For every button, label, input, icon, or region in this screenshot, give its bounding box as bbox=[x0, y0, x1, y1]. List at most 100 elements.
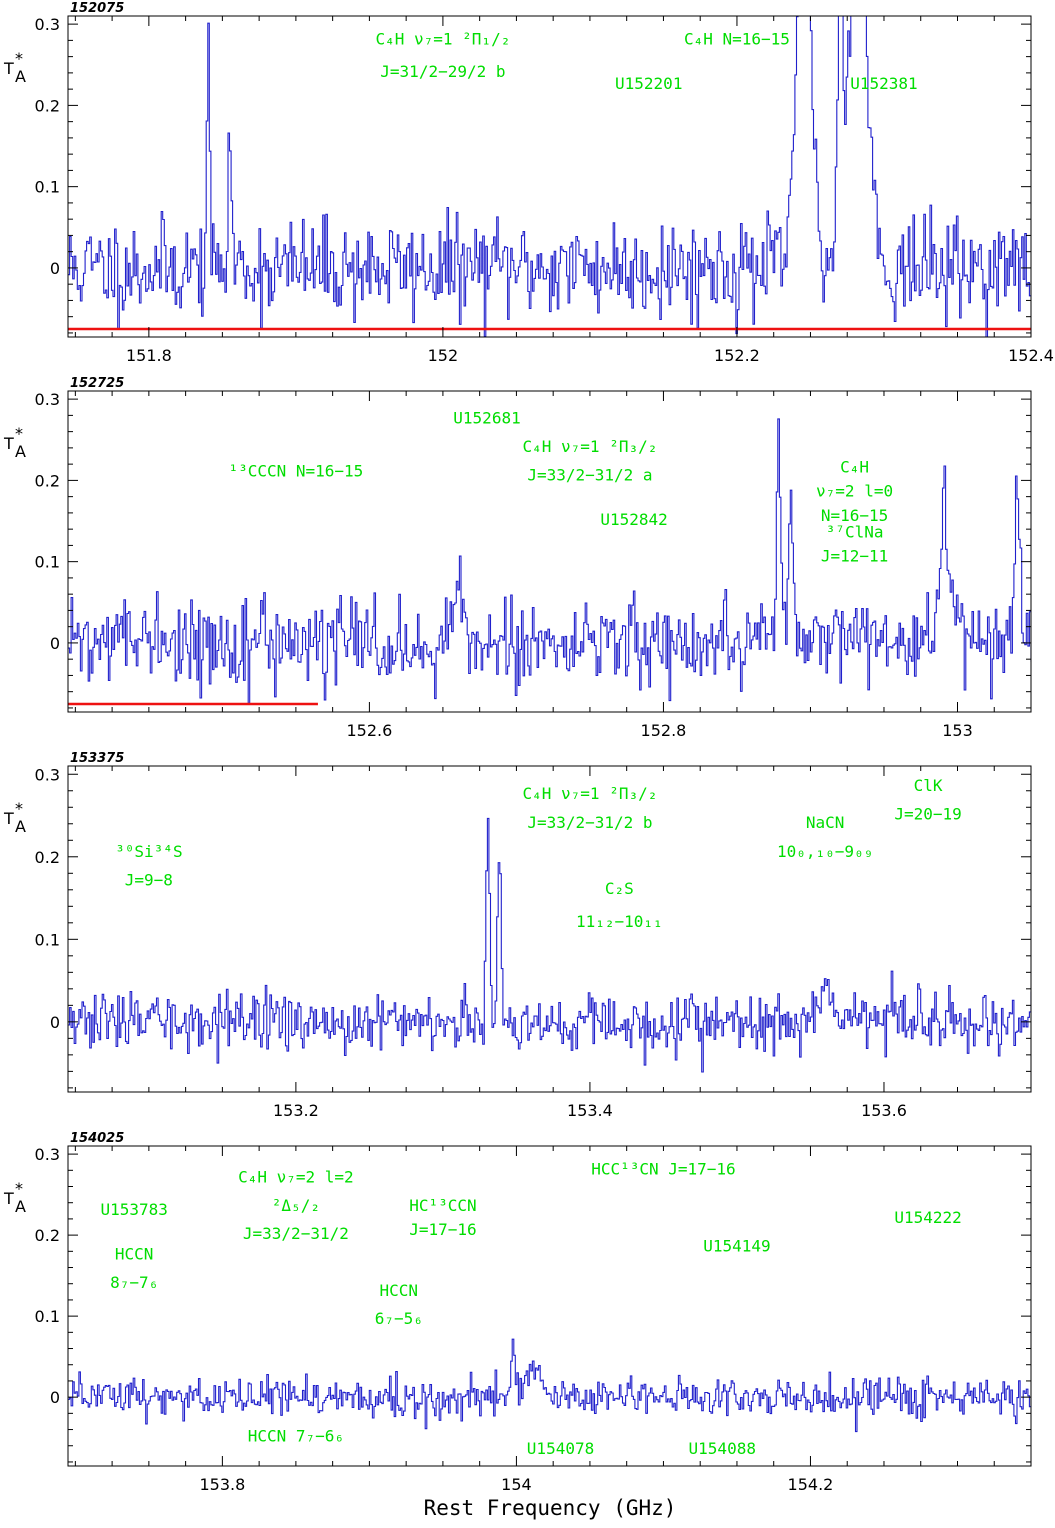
y-tick-label: 0 bbox=[50, 259, 60, 278]
annotation-label: C₄H N=16−15 bbox=[684, 29, 790, 48]
panel-label: 152725 bbox=[70, 376, 124, 391]
x-tick-label: 152 bbox=[428, 346, 459, 365]
annotation-label: HC¹³CCN bbox=[409, 1196, 476, 1215]
annotation-label: ³⁷ClNa bbox=[826, 522, 884, 541]
annotation-label: C₄H bbox=[840, 457, 869, 476]
annotation-label: C₄H ν₇=1 ²Π₁/₂ bbox=[375, 29, 510, 48]
annotation-label: J=9−8 bbox=[125, 871, 173, 890]
annotation-label: ¹³CCCN N=16−15 bbox=[228, 461, 363, 480]
x-tick-label: 153.8 bbox=[199, 1475, 245, 1494]
x-tick-label: 153.6 bbox=[861, 1101, 907, 1120]
y-axis-label: T bbox=[3, 1189, 14, 1208]
y-tick-label: 0.3 bbox=[35, 390, 60, 409]
annotation-label: J=33/2−31/2 bbox=[243, 1224, 349, 1243]
annotation-label: HCCN 7₇−6₆ bbox=[248, 1427, 344, 1446]
annotation-label: J=20−19 bbox=[894, 805, 961, 824]
y-tick-label: 0.2 bbox=[35, 1226, 60, 1245]
x-tick-label: 154.2 bbox=[788, 1475, 834, 1494]
annotation-label: J=31/2−29/2 b bbox=[380, 62, 505, 81]
plot-frame bbox=[67, 390, 1032, 713]
y-axis-label-sup: * bbox=[15, 799, 23, 818]
annotation-label: J=33/2−31/2 a bbox=[527, 465, 652, 484]
panel-152075: 151.8 152 152.2 152.4 0 0.1 0.2 0.3 T*A 152075 C₄H… bbox=[3, 1, 1054, 365]
x-tick-label: 153.2 bbox=[273, 1101, 319, 1120]
x-tick-label: 152.8 bbox=[641, 721, 687, 740]
y-tick-label: 0 bbox=[50, 1388, 60, 1407]
annotation-label: C₄H ν₇=1 ²Π₃/₂ bbox=[523, 784, 658, 803]
x-tick-label: 152.6 bbox=[346, 721, 392, 740]
y-tick-label: 0.1 bbox=[35, 930, 60, 949]
y-axis-label-sup: * bbox=[15, 1179, 23, 1198]
y-tick-label: 0 bbox=[50, 634, 60, 653]
annotation-label: N=16−15 bbox=[821, 506, 888, 525]
annotation-label: U152681 bbox=[453, 409, 520, 428]
spectrum-series bbox=[68, 16, 1031, 337]
y-axis-label: T bbox=[3, 434, 14, 453]
annotation-label: ν₇=2 l=0 bbox=[816, 482, 893, 501]
annotation-label: U154078 bbox=[527, 1439, 594, 1458]
spectrum-series bbox=[68, 817, 1031, 1073]
plot-frame bbox=[67, 15, 1032, 338]
annotation-label: 11₁₂−10₁₁ bbox=[576, 912, 663, 931]
x-tick-label: 152.4 bbox=[1008, 346, 1054, 365]
y-tick-label: 0.3 bbox=[35, 765, 60, 784]
x-tick-label: 154 bbox=[501, 1475, 532, 1494]
y-tick-label: 0.3 bbox=[35, 15, 60, 34]
annotation-label: HCCN bbox=[380, 1281, 419, 1300]
annotation-label: NaCN bbox=[806, 813, 845, 832]
panel-label: 153375 bbox=[70, 751, 124, 766]
y-tick-label: 0.2 bbox=[35, 96, 60, 115]
annotation-label: 6₇−5₆ bbox=[375, 1309, 423, 1328]
panel-153375: 153.2 153.4 153.6 0 0.1 0.2 0.3 T*A 153375 C₄H ν₇… bbox=[3, 751, 1032, 1120]
y-axis-label-sub: A bbox=[15, 67, 26, 86]
y-tick-label: 0 bbox=[50, 1013, 60, 1032]
spectrum-series bbox=[68, 418, 1031, 704]
y-tick-label: 0.2 bbox=[35, 471, 60, 490]
x-tick-label: 152.2 bbox=[714, 346, 760, 365]
annotation-label: U152381 bbox=[850, 74, 917, 93]
annotation-label: U154222 bbox=[894, 1208, 961, 1227]
y-tick-label: 0.1 bbox=[35, 553, 60, 572]
y-tick-label: 0.1 bbox=[35, 178, 60, 197]
panel-154025: 153.8 154 154.2 0 0.1 0.2 0.3 T*A 154025 C₄H ν₇=2… bbox=[3, 1131, 1032, 1494]
annotation-label: U152201 bbox=[615, 74, 682, 93]
x-tick-label: 153.4 bbox=[567, 1101, 613, 1120]
y-axis-label-sup: * bbox=[15, 49, 23, 68]
y-axis-label-sub: A bbox=[15, 442, 26, 461]
y-tick-label: 0.3 bbox=[35, 1145, 60, 1164]
annotation-label: J=12−11 bbox=[821, 547, 888, 566]
x-tick-label: 153 bbox=[942, 721, 973, 740]
x-tick-label: 151.8 bbox=[126, 346, 172, 365]
annotation-label: J=17−16 bbox=[409, 1220, 476, 1239]
annotation-label: ²Δ₅/₂ bbox=[272, 1196, 320, 1215]
annotation-label: U153783 bbox=[100, 1200, 167, 1219]
y-tick-label: 0.1 bbox=[35, 1307, 60, 1326]
y-axis-label: T bbox=[3, 59, 14, 78]
annotation-label: 8₇−7₆ bbox=[110, 1273, 158, 1292]
annotation-label: U154149 bbox=[703, 1236, 770, 1255]
annotation-label: U154088 bbox=[689, 1439, 756, 1458]
annotation-label: HCC¹³CN J=17−16 bbox=[591, 1159, 736, 1178]
annotation-label: ClK bbox=[914, 776, 943, 795]
annotation-label: ³⁰Si³⁴S bbox=[115, 842, 182, 861]
annotation-label: U152842 bbox=[600, 510, 667, 529]
y-axis-label-sup: * bbox=[15, 424, 23, 443]
x-axis-label: Rest Frequency (GHz) bbox=[424, 1496, 677, 1520]
y-axis-label: T bbox=[3, 809, 14, 828]
annotation-label: HCCN bbox=[115, 1244, 154, 1263]
annotation-label: J=33/2−31/2 b bbox=[527, 813, 652, 832]
annotation-label: C₄H ν₇=1 ²Π₃/₂ bbox=[523, 437, 658, 456]
y-axis-label-sub: A bbox=[15, 817, 26, 836]
panel-label: 154025 bbox=[70, 1131, 124, 1146]
y-tick-label: 0.2 bbox=[35, 848, 60, 867]
panel-label: 152075 bbox=[70, 1, 124, 16]
annotation-label: C₄H ν₇=2 l=2 bbox=[238, 1167, 354, 1186]
panels-group: 151.8 152 152.2 152.400.10.20.3T*A152075C₄H… bbox=[3, 1, 1054, 1494]
panel-152725: 152.6 152.8 15300.10.20.3T*A152725U152681C… bbox=[3, 376, 1032, 740]
annotation-label: 10₀,₁₀−9₀₉ bbox=[777, 842, 873, 861]
plot-frame bbox=[67, 1145, 1032, 1467]
spectrum-series bbox=[68, 1338, 1031, 1433]
plot-frame bbox=[67, 765, 1032, 1093]
annotation-label: C₂S bbox=[605, 879, 634, 898]
